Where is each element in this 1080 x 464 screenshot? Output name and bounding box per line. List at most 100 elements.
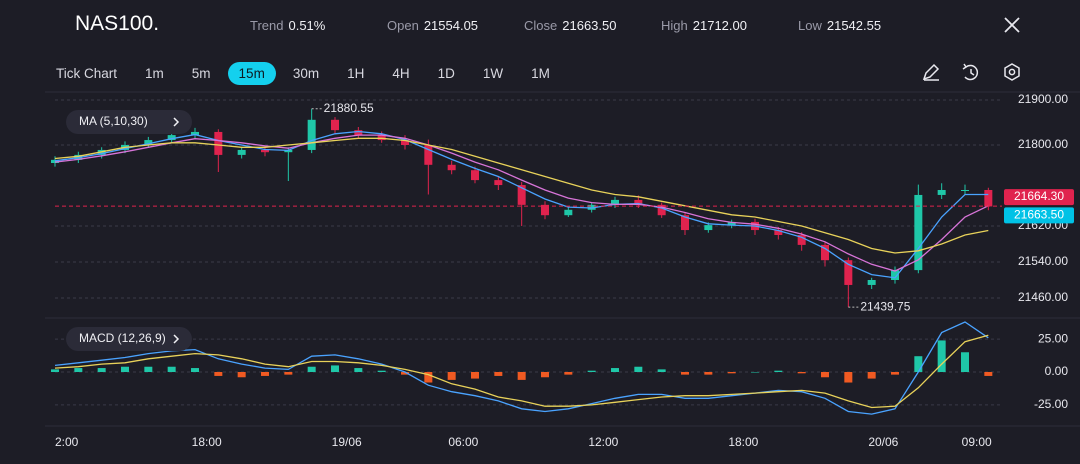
- candle-body: [587, 204, 596, 210]
- candle-body: [401, 140, 409, 145]
- stat-label: Low: [798, 18, 822, 33]
- candle-body: [191, 131, 199, 136]
- candle-body: [657, 204, 666, 216]
- x-tick-label: 09:00: [962, 435, 992, 449]
- candle-body: [214, 131, 223, 155]
- timeframe-bar: Tick Chart 1m 5m 15m 30m 1H 4H 1D 1W 1M: [45, 62, 561, 85]
- candle-body: [121, 145, 129, 150]
- candle-body: [891, 270, 899, 280]
- stat-value: 21554.05: [423, 18, 479, 33]
- x-tick-label: 12:00: [588, 435, 618, 449]
- candle-body: [377, 135, 386, 141]
- macd-bar: [727, 372, 736, 374]
- macd-bar: [821, 372, 829, 378]
- macd-bar: [657, 369, 666, 372]
- header: NAS100. Trend 0.51% Open 21554.05 Close 21663…: [0, 0, 1080, 50]
- indicator-pill: [66, 110, 192, 134]
- candle-body: [331, 119, 339, 131]
- macd-bar: [121, 366, 129, 372]
- candle-body: [564, 209, 573, 216]
- indicator-arrow: [173, 117, 180, 127]
- y-tick-label: 25.00: [1038, 331, 1068, 345]
- candle-body: [961, 190, 969, 191]
- candle-body: [51, 159, 59, 163]
- indicator-pill: [66, 327, 192, 351]
- macd-bar: [331, 365, 339, 372]
- candle-body: [447, 164, 456, 171]
- macd-bar: [541, 372, 549, 378]
- candle-body: [774, 230, 783, 235]
- x-tick-label: 06:00: [448, 435, 478, 449]
- price-tag-label: 21664.30: [1014, 189, 1064, 203]
- macd-bar: [751, 372, 759, 373]
- timeframe-button[interactable]: 1W: [482, 66, 504, 81]
- candle-body: [144, 140, 153, 145]
- timeframe-button[interactable]: Tick Chart: [56, 66, 118, 81]
- stat-label: Trend: [250, 18, 284, 33]
- macd-bar: [237, 372, 246, 378]
- y-tick-label: 0.00: [1045, 364, 1069, 378]
- x-tick-label: 18:00: [728, 435, 758, 449]
- candle-body: [704, 225, 713, 231]
- indicator-label: MA (5,10,30): [79, 114, 148, 128]
- y-tick-label: 21800.00: [1018, 137, 1068, 151]
- timeframe-button[interactable]: 15m: [227, 62, 276, 85]
- macd-bar: [844, 372, 853, 383]
- stat-value: 21712.00: [692, 18, 747, 33]
- macd-bar: [284, 372, 293, 375]
- macd-bar: [494, 372, 503, 376]
- macd-bar: [97, 368, 106, 372]
- candle-body: [914, 194, 923, 271]
- candle-body: [261, 149, 269, 153]
- candle-body: [167, 135, 176, 141]
- stat: Open 21554.05: [387, 18, 478, 33]
- timeframe-button[interactable]: 1M: [531, 66, 550, 81]
- timeframe-button[interactable]: 30m: [292, 66, 320, 81]
- reset-icon[interactable]: [962, 63, 979, 81]
- candle-body: [797, 235, 806, 245]
- draw-icon[interactable]: [922, 63, 940, 81]
- stat-value: 21663.50: [562, 18, 617, 33]
- x-tick-label: 20/06: [868, 435, 898, 449]
- macd-bar: [961, 352, 969, 372]
- price-tag-label: 21663.50: [1014, 208, 1064, 222]
- candle-body: [307, 119, 316, 150]
- stat: Low 21542.55: [798, 18, 881, 33]
- macd-bar: [377, 370, 386, 372]
- stat: High 21712.00: [661, 18, 747, 33]
- high-annotation: 21880.55: [324, 101, 374, 115]
- macd-bar: [214, 372, 223, 376]
- timeframe-button[interactable]: 4H: [392, 66, 410, 81]
- macd-bar: [354, 368, 363, 372]
- macd-bar: [704, 372, 713, 375]
- macd-bar: [167, 366, 176, 372]
- candle-body: [984, 190, 993, 207]
- candle-body: [611, 199, 619, 205]
- timeframe-button[interactable]: 1D: [437, 66, 455, 81]
- indicator-line: [54, 134, 989, 272]
- macd-bar: [634, 366, 643, 372]
- indicator-label: MACD (12,26,9): [79, 331, 166, 345]
- stat-label: High: [661, 18, 688, 33]
- candle-body: [284, 149, 293, 153]
- macd-bar: [681, 372, 689, 375]
- candle-body: [821, 244, 829, 261]
- macd-bar: [797, 372, 806, 374]
- candle-body: [751, 221, 759, 231]
- settings-icon[interactable]: [1004, 63, 1020, 81]
- macd-bar: [587, 370, 596, 372]
- indicator-line: [54, 130, 989, 279]
- candle-body: [727, 221, 736, 226]
- macd-bar: [774, 370, 783, 372]
- y-tick-label: 21900.00: [1018, 92, 1068, 106]
- timeframe-button[interactable]: 5m: [191, 66, 211, 81]
- timeframe-button[interactable]: 1m: [145, 66, 164, 81]
- indicator-line: [54, 321, 989, 415]
- macd-bar: [867, 372, 876, 379]
- low-annotation: 21439.75: [860, 299, 910, 313]
- candle-body: [494, 180, 503, 186]
- timeframe-button[interactable]: 1H: [347, 66, 365, 81]
- candle-body: [634, 199, 643, 205]
- y-tick-label: 21460.00: [1018, 290, 1068, 304]
